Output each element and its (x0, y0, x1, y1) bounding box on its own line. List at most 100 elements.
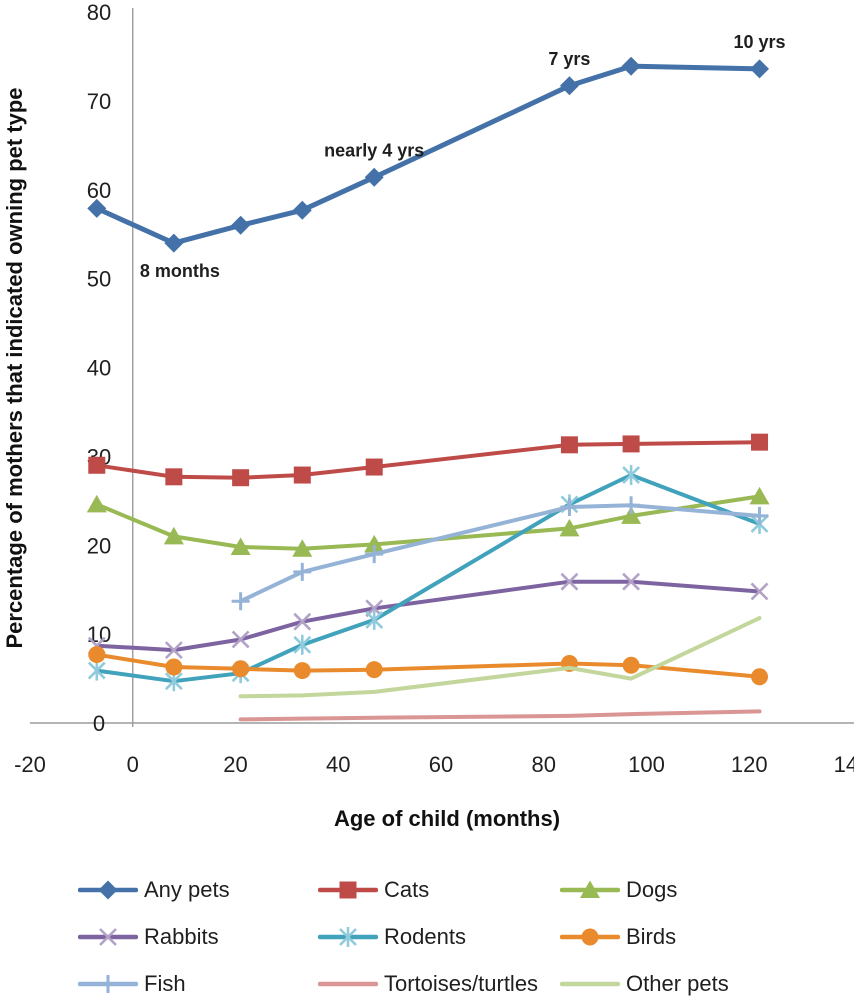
marker-dogs (292, 539, 313, 557)
x-tick-label: 120 (731, 752, 768, 777)
legend-marker (99, 975, 117, 993)
legend-swatch-rabbits (78, 928, 138, 946)
marker-any-pets (292, 200, 312, 220)
y-tick-label: 60 (87, 178, 111, 203)
series-line-cats (94, 440, 762, 480)
legend-label: Fish (144, 971, 186, 996)
series-line-dogs (94, 494, 762, 551)
marker-any-pets (87, 198, 107, 218)
series-line-fish (238, 503, 762, 604)
marker-rabbits (750, 582, 769, 601)
legend-label: Any pets (144, 877, 230, 902)
marker-any-pets (231, 215, 251, 235)
y-axis-title: Percentage of mothers that indicated own… (2, 87, 27, 648)
series-line-rabbits (94, 579, 762, 653)
legend-marker (99, 928, 117, 946)
legend-marker (581, 928, 599, 946)
x-axis-title: Age of child (months) (334, 806, 560, 831)
series-line-any-pets (94, 63, 762, 246)
legend-label: Rabbits (144, 924, 219, 949)
legend-item-cats: Cats (318, 875, 560, 905)
y-tick-label: 20 (87, 533, 111, 558)
legend-swatch-any-pets (78, 880, 138, 900)
legend-item-other-pets: Other pets (560, 969, 729, 999)
legend-label: Birds (626, 924, 677, 949)
marker-dogs (230, 537, 251, 556)
marker-fish (750, 506, 769, 525)
legend-item-tortoises-turtles: Tortoises/turtles (318, 969, 560, 999)
legend-marker (98, 880, 118, 900)
legend-item-dogs: Dogs (560, 875, 729, 905)
x-tick-label: 0 (127, 752, 139, 777)
marker-birds (622, 656, 640, 674)
marker-rabbits (293, 612, 312, 631)
marker-fish (622, 496, 641, 515)
marker-cats (232, 469, 250, 487)
marker-cats (88, 456, 106, 474)
marker-dogs (749, 486, 770, 505)
marker-cats (560, 436, 578, 454)
legend-label: Cats (384, 877, 430, 902)
marker-cats (751, 433, 769, 451)
pet-ownership-chart: Percentage of mothers that indicated own… (2, 0, 854, 831)
marker-cats (622, 435, 640, 453)
legend-swatch-birds (560, 928, 620, 946)
legend-swatch-dogs (560, 880, 620, 898)
x-tick-label: 100 (628, 752, 665, 777)
y-tick-label: 40 (87, 356, 111, 381)
legend-label: Tortoises/turtles (384, 971, 539, 996)
y-tick-label: 0 (93, 711, 105, 736)
marker-birds (751, 668, 769, 686)
marker-dogs (163, 526, 184, 545)
legend-label: Rodents (384, 924, 466, 949)
legend-item-rodents: Rodents (318, 922, 560, 952)
series-line-other-pets (238, 616, 762, 699)
marker-birds (365, 661, 383, 679)
legend-item-birds: Birds (560, 922, 729, 952)
annotation: 10 yrs (733, 32, 785, 52)
y-tick-label: 80 (87, 0, 111, 25)
annotation: 8 months (140, 261, 220, 281)
x-tick-label: 20 (223, 752, 247, 777)
legend-swatch-fish (78, 975, 138, 993)
marker-any-pets (750, 59, 770, 79)
legend-item-fish: Fish (78, 969, 318, 999)
legend-label: Dogs (626, 877, 678, 902)
marker-any-pets (559, 76, 579, 96)
series-line-tortoises-turtles (238, 709, 762, 722)
x-tick-label: -20 (14, 752, 46, 777)
legend-swatch-other-pets (560, 981, 620, 987)
x-tick-label: 40 (326, 752, 350, 777)
legend-swatch-tortoises-turtles (318, 981, 378, 987)
marker-dogs (86, 494, 107, 513)
marker-cats (293, 466, 311, 484)
marker-rabbits (560, 572, 579, 591)
plot-area: 01020304050607080-200204060801001201408 … (14, 0, 854, 777)
series-line-rodents (94, 473, 762, 684)
marker-fish (560, 498, 579, 517)
x-tick-label: 60 (429, 752, 453, 777)
marker-dogs (559, 518, 580, 537)
marker-rabbits (164, 641, 183, 660)
annotation: nearly 4 yrs (324, 140, 424, 160)
marker-rabbits (231, 630, 250, 649)
marker-any-pets (164, 233, 184, 253)
marker-birds (165, 658, 183, 676)
marker-birds (88, 646, 106, 664)
y-tick-label: 50 (87, 267, 111, 292)
legend-marker (339, 881, 357, 899)
marker-dogs (364, 534, 385, 553)
x-tick-label: 140 (834, 752, 854, 777)
marker-dogs (621, 506, 642, 524)
marker-fish (293, 562, 312, 581)
marker-any-pets (364, 167, 384, 187)
legend-swatch-rodents (318, 927, 378, 947)
series-line-birds (94, 652, 762, 679)
legend-swatch-cats (318, 881, 378, 899)
marker-fish (231, 592, 250, 611)
marker-fish (365, 545, 384, 564)
annotation: 7 yrs (548, 49, 590, 69)
chart-legend: Any pets Cats Dogs Rabbits Rodents Birds… (78, 875, 729, 999)
legend-item-rabbits: Rabbits (78, 922, 318, 952)
legend-item-any-pets: Any pets (78, 875, 318, 905)
